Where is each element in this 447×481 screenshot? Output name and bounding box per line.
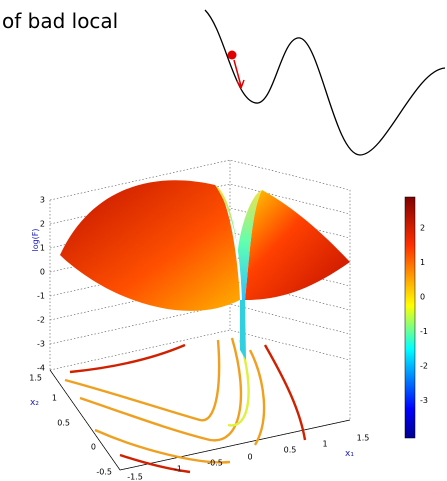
colorbar-tick-label: 1 xyxy=(420,258,425,267)
colorbar-tick-label: -2 xyxy=(420,362,428,371)
z-tick-label: -2 xyxy=(37,316,45,325)
x2-tick-label: 0.5 xyxy=(57,419,70,428)
x1-tick-label: 0.5 xyxy=(284,446,297,455)
x1-tick-label: 1 xyxy=(322,440,327,449)
x1-tick-label: -0.5 xyxy=(207,459,223,468)
surface xyxy=(60,180,350,360)
z-tick-label: 1 xyxy=(40,244,45,253)
x2-tick-label: -0.5 xyxy=(96,468,112,477)
x1-axis-label: x₁ xyxy=(345,449,354,459)
x2-tick-label: 0 xyxy=(91,443,96,452)
z-tick-label: -3 xyxy=(37,340,45,349)
x2-tick-label: 1 xyxy=(52,394,57,403)
landscape-curve xyxy=(204,9,446,156)
x1-tick-label: -1.5 xyxy=(127,473,143,481)
z-tick-label: 2 xyxy=(40,220,45,229)
x1-tick-label: 1.5 xyxy=(357,434,370,443)
colorbar-tick-label: 0 xyxy=(420,293,425,302)
x2-axis-label: x₂ xyxy=(30,398,39,408)
z-tick-label: 0 xyxy=(40,268,45,277)
caption-text: of bad local xyxy=(2,9,118,33)
colorbar xyxy=(404,196,416,439)
z-tick-label: -1 xyxy=(37,292,45,301)
colorbar-tick-label: -1 xyxy=(420,327,428,336)
z-tick-label: 3 xyxy=(40,196,45,205)
x1-tick-label: -1 xyxy=(174,465,182,474)
colorbar-tick-label: -3 xyxy=(420,396,428,405)
colorbar-tick-label: 2 xyxy=(420,224,425,233)
contours xyxy=(64,337,307,474)
z-tick-label: -4 xyxy=(37,364,45,373)
x1-tick-label: 0 xyxy=(247,453,252,462)
ball xyxy=(227,50,237,60)
arrow xyxy=(233,59,245,90)
x2-tick-label: 1.5 xyxy=(29,374,42,383)
z-axis-label: log(F) xyxy=(31,228,40,251)
